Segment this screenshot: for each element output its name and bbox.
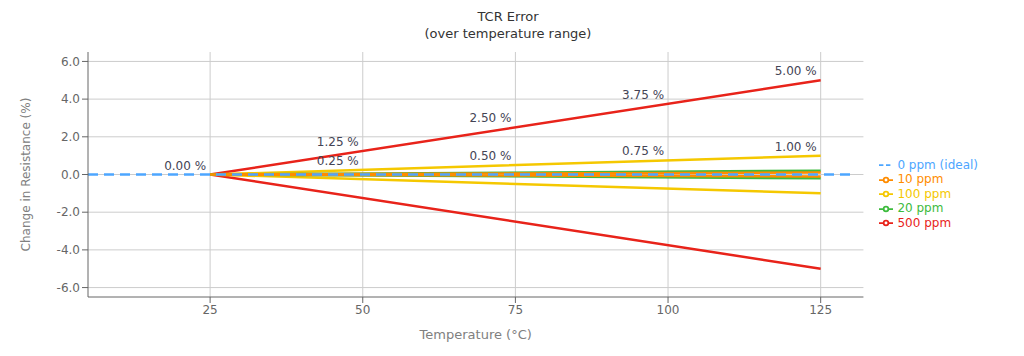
svg-text:3.75 %: 3.75 %	[622, 88, 664, 102]
svg-text:Temperature (°C): Temperature (°C)	[419, 327, 532, 342]
svg-text:100: 100	[657, 303, 680, 317]
svg-text:125: 125	[809, 303, 832, 317]
svg-text:0.75 %: 0.75 %	[622, 144, 664, 158]
svg-text:0.0: 0.0	[61, 168, 80, 182]
svg-text:25: 25	[202, 303, 217, 317]
html-text:0 ppm (ideal): 0 ppm (ideal)	[897, 157, 978, 172]
svg-text:-6.0: -6.0	[57, 281, 80, 295]
svg-text:-4.0: -4.0	[57, 243, 80, 257]
svg-text:1.25 %: 1.25 %	[317, 135, 359, 149]
html-text:500 ppm: 500 ppm	[897, 215, 952, 230]
svg-text:-2.0: -2.0	[57, 205, 80, 219]
html-text:TCR Error: TCR Error	[477, 9, 539, 24]
svg-text:75: 75	[508, 303, 523, 317]
svg-text:50: 50	[355, 303, 370, 317]
html-text:100 ppm: 100 ppm	[897, 186, 952, 201]
html-text:10 ppm: 10 ppm	[897, 172, 944, 187]
svg-text:2.0: 2.0	[61, 130, 80, 144]
html-text:(over temperature range): (over temperature range)	[424, 26, 592, 41]
svg-text:4.0: 4.0	[61, 92, 80, 106]
svg-text:2.50 %: 2.50 %	[469, 111, 511, 125]
svg-text:0.00 %: 0.00 %	[164, 159, 206, 173]
html-text:20 ppm: 20 ppm	[897, 201, 944, 216]
svg-text:5.00 %: 5.00 %	[775, 64, 817, 78]
svg-text:1.00 %: 1.00 %	[775, 140, 817, 154]
svg-text:0.50 %: 0.50 %	[469, 149, 511, 163]
svg-text:6.0: 6.0	[61, 55, 80, 69]
svg-text:Change in Resistance (%): Change in Resistance (%)	[19, 98, 33, 252]
svg-text:0.25 %: 0.25 %	[317, 154, 359, 168]
